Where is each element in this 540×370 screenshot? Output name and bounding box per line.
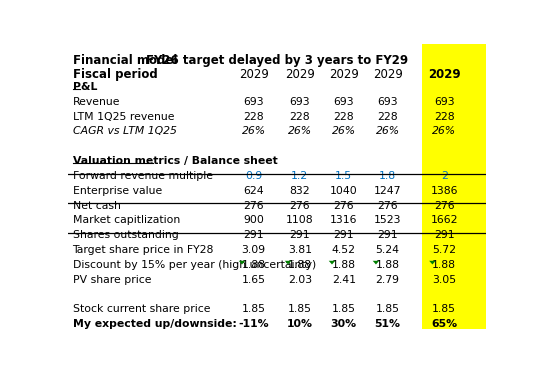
Text: 291: 291 [289, 230, 310, 240]
Text: LTM 1Q25 revenue: LTM 1Q25 revenue [72, 112, 174, 122]
Text: 2029: 2029 [373, 68, 403, 81]
Text: 1.85: 1.85 [332, 304, 356, 314]
Text: 693: 693 [434, 97, 455, 107]
Text: 1.88: 1.88 [432, 260, 456, 270]
Text: Enterprise value: Enterprise value [72, 186, 162, 196]
Text: 4.52: 4.52 [332, 245, 356, 255]
Text: Valuation metrics / Balance sheet: Valuation metrics / Balance sheet [72, 156, 277, 166]
Text: 26%: 26% [432, 127, 456, 137]
Text: 276: 276 [244, 201, 264, 211]
Text: 693: 693 [333, 97, 354, 107]
Text: 1.88: 1.88 [288, 260, 312, 270]
Text: 1.2: 1.2 [291, 171, 308, 181]
Text: 51%: 51% [375, 319, 401, 329]
Text: 291: 291 [244, 230, 264, 240]
Text: 1040: 1040 [330, 186, 357, 196]
Text: 26%: 26% [242, 127, 266, 137]
Text: Target share price in FY28: Target share price in FY28 [72, 245, 214, 255]
Text: 2029: 2029 [329, 68, 359, 81]
Polygon shape [329, 261, 335, 265]
Text: 1662: 1662 [430, 215, 458, 225]
Text: Net cash: Net cash [72, 201, 120, 211]
Text: 693: 693 [244, 97, 264, 107]
Text: 276: 276 [333, 201, 354, 211]
Text: Fiscal period: Fiscal period [72, 68, 157, 81]
Text: 291: 291 [333, 230, 354, 240]
Text: CAGR vs LTM 1Q25: CAGR vs LTM 1Q25 [72, 127, 177, 137]
Text: 1.5: 1.5 [335, 171, 352, 181]
Text: 1316: 1316 [330, 215, 357, 225]
Text: 0.9: 0.9 [245, 171, 262, 181]
Text: 2029: 2029 [239, 68, 269, 81]
Text: 3.05: 3.05 [432, 275, 456, 285]
Text: 26%: 26% [376, 127, 400, 137]
Text: 693: 693 [377, 97, 398, 107]
Text: 5.72: 5.72 [432, 245, 456, 255]
Text: 30%: 30% [330, 319, 357, 329]
Text: 2.79: 2.79 [376, 275, 400, 285]
Text: Forward revenue multiple: Forward revenue multiple [72, 171, 213, 181]
Text: 1.88: 1.88 [332, 260, 356, 270]
Text: 1247: 1247 [374, 186, 401, 196]
Text: Market capitlization: Market capitlization [72, 215, 180, 225]
Polygon shape [429, 261, 436, 265]
Text: P&L: P&L [72, 82, 97, 92]
Text: 900: 900 [244, 215, 264, 225]
Text: 26%: 26% [288, 127, 312, 137]
Text: 1.8: 1.8 [379, 171, 396, 181]
Text: Discount by 15% per year (high uncertainty): Discount by 15% per year (high uncertain… [72, 260, 316, 270]
Text: 1.85: 1.85 [242, 304, 266, 314]
Bar [422, 44, 486, 329]
Text: Revenue: Revenue [72, 97, 120, 107]
Text: 291: 291 [434, 230, 455, 240]
Text: 1386: 1386 [430, 186, 458, 196]
Text: -11%: -11% [239, 319, 269, 329]
Text: 693: 693 [289, 97, 310, 107]
Text: 3.09: 3.09 [242, 245, 266, 255]
Text: 2029: 2029 [428, 68, 461, 81]
Polygon shape [285, 261, 291, 265]
Text: 228: 228 [434, 112, 455, 122]
Text: Financial model: Financial model [72, 54, 177, 67]
Text: Shares outstanding: Shares outstanding [72, 230, 178, 240]
Text: 3.81: 3.81 [288, 245, 312, 255]
Text: 228: 228 [289, 112, 310, 122]
Text: 624: 624 [244, 186, 264, 196]
Text: 10%: 10% [287, 319, 313, 329]
Text: 1523: 1523 [374, 215, 401, 225]
Polygon shape [373, 261, 379, 265]
Text: 2029: 2029 [285, 68, 315, 81]
Text: My expected up/downside:: My expected up/downside: [72, 319, 237, 329]
Text: 276: 276 [377, 201, 398, 211]
Text: 228: 228 [244, 112, 264, 122]
Text: PV share price: PV share price [72, 275, 151, 285]
Text: 2: 2 [441, 171, 448, 181]
Text: 832: 832 [289, 186, 310, 196]
Text: 1.85: 1.85 [288, 304, 312, 314]
Text: FY26 target delayed by 3 years to FY29: FY26 target delayed by 3 years to FY29 [146, 54, 408, 67]
Text: 291: 291 [377, 230, 398, 240]
Text: 228: 228 [377, 112, 398, 122]
Text: 276: 276 [434, 201, 455, 211]
Polygon shape [239, 261, 245, 265]
Text: Stock current share price: Stock current share price [72, 304, 210, 314]
Text: 5.24: 5.24 [376, 245, 400, 255]
Text: 1.65: 1.65 [242, 275, 266, 285]
Text: 276: 276 [289, 201, 310, 211]
Text: 1.85: 1.85 [432, 304, 456, 314]
Text: 228: 228 [333, 112, 354, 122]
Text: 65%: 65% [431, 319, 457, 329]
Text: 1.85: 1.85 [376, 304, 400, 314]
Text: 1108: 1108 [286, 215, 314, 225]
Text: 26%: 26% [332, 127, 356, 137]
Text: 1.88: 1.88 [242, 260, 266, 270]
Text: 2.41: 2.41 [332, 275, 356, 285]
Text: 1.88: 1.88 [376, 260, 400, 270]
Text: 2.03: 2.03 [288, 275, 312, 285]
